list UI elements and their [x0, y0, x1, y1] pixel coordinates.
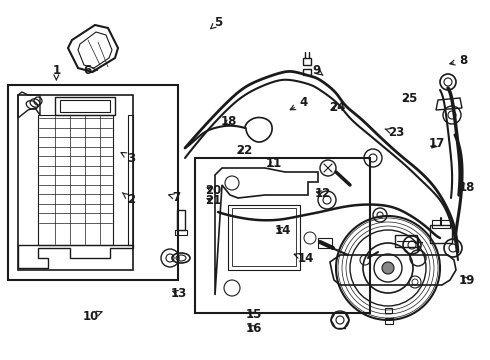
Text: 10: 10 [82, 310, 102, 323]
Text: 11: 11 [265, 157, 282, 170]
Text: 25: 25 [401, 93, 417, 105]
Text: 18: 18 [221, 115, 238, 128]
Text: 24: 24 [329, 101, 345, 114]
Text: 9: 9 [312, 64, 323, 77]
Bar [432, 220, 450, 228]
Text: 21: 21 [205, 194, 221, 207]
Bar [303, 58, 311, 65]
Bar [60, 100, 110, 112]
Bar [195, 158, 370, 313]
Text: 13: 13 [171, 287, 187, 300]
Bar [303, 69, 311, 75]
Text: 1: 1 [52, 64, 60, 80]
Text: 19: 19 [458, 274, 475, 287]
Bar [55, 97, 115, 115]
Text: 12: 12 [314, 187, 331, 200]
Bar [228, 205, 300, 270]
Circle shape [382, 262, 394, 274]
Text: 4: 4 [290, 96, 308, 110]
Bar [232, 208, 296, 266]
Text: 18: 18 [458, 181, 475, 194]
Text: 2: 2 [122, 193, 135, 206]
Text: 15: 15 [245, 309, 262, 321]
Text: 7: 7 [169, 191, 180, 204]
Bar [128, 115, 133, 245]
Bar [385, 308, 392, 313]
Text: 17: 17 [429, 137, 445, 150]
Text: 8: 8 [450, 54, 467, 67]
Bar [177, 210, 185, 230]
Text: 6: 6 [83, 64, 97, 77]
Text: 16: 16 [245, 322, 262, 335]
Text: 23: 23 [385, 126, 404, 139]
Text: 20: 20 [205, 184, 221, 197]
Bar [18, 95, 133, 270]
Text: 22: 22 [236, 144, 252, 157]
Text: 14: 14 [275, 224, 292, 237]
Bar [175, 230, 187, 235]
Bar [385, 318, 393, 324]
Bar [38, 115, 113, 245]
Text: 3: 3 [121, 152, 135, 165]
Bar [8, 85, 178, 280]
Bar [318, 238, 332, 248]
Bar [395, 235, 417, 247]
Text: 5: 5 [211, 16, 222, 29]
Text: 14: 14 [294, 252, 315, 265]
Bar [430, 225, 452, 243]
